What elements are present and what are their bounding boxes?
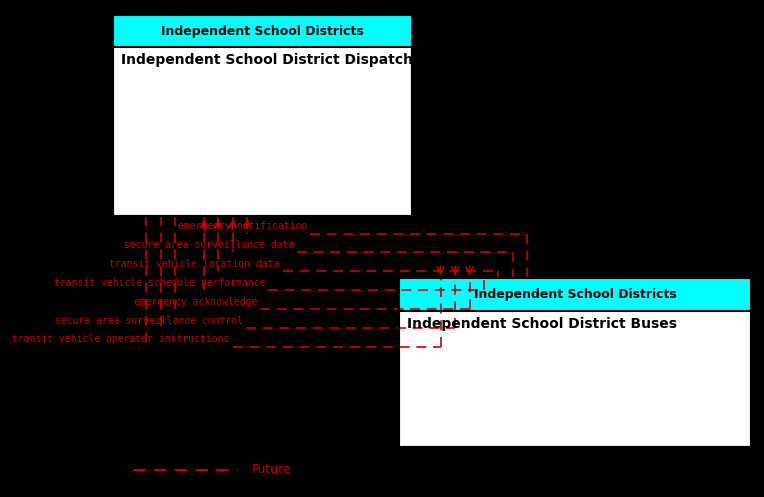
Text: secure area surveillance control: secure area surveillance control — [55, 316, 243, 326]
Bar — [399, 278, 751, 447]
Text: transit vehicle location data: transit vehicle location data — [109, 259, 280, 269]
Text: transit vehicle schedule performance: transit vehicle schedule performance — [53, 278, 265, 288]
Text: Independent School Districts: Independent School Districts — [161, 24, 364, 38]
Text: transit vehicle operator instructions: transit vehicle operator instructions — [12, 334, 229, 344]
Bar — [399, 278, 751, 311]
Text: emergency notification: emergency notification — [178, 221, 307, 231]
Bar — [113, 15, 413, 47]
Text: Future: Future — [251, 463, 291, 476]
Text: Independent School Districts: Independent School Districts — [474, 288, 676, 301]
Text: Independent School District Buses: Independent School District Buses — [407, 317, 677, 331]
Text: Independent School District Dispatch: Independent School District Dispatch — [121, 53, 413, 67]
Bar — [113, 15, 413, 216]
Text: secure area surveillance data: secure area surveillance data — [124, 240, 294, 250]
Text: emergency acknowledge: emergency acknowledge — [134, 297, 257, 307]
